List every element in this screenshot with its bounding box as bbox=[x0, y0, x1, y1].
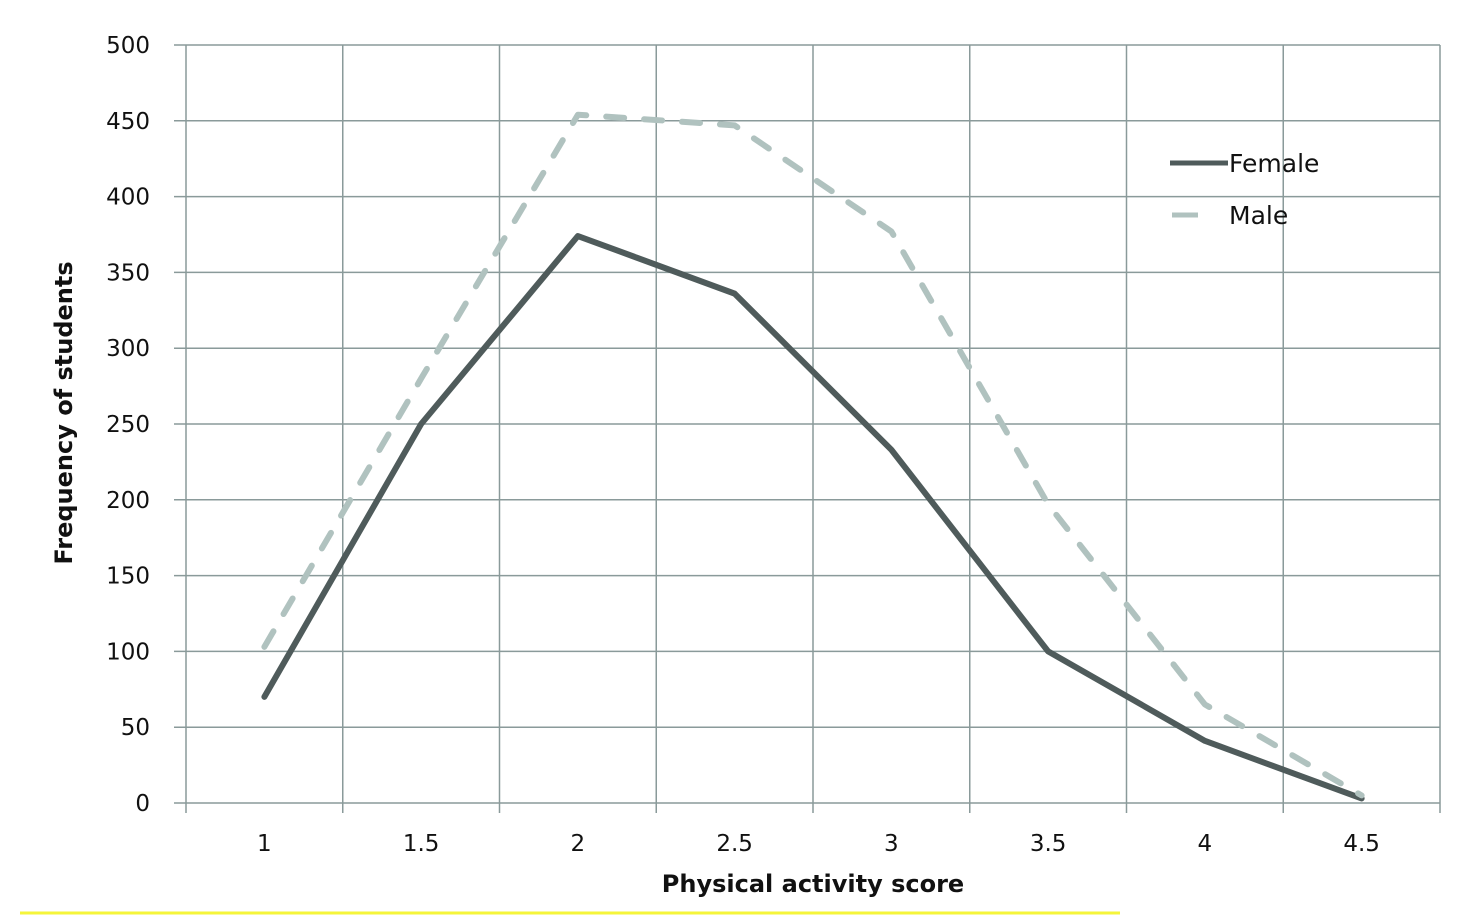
y-tick-label: 50 bbox=[121, 715, 150, 741]
y-tick-label: 300 bbox=[106, 336, 150, 362]
series-line-female bbox=[261, 233, 1365, 802]
y-tick-label: 100 bbox=[106, 639, 150, 665]
y-tick-label: 0 bbox=[135, 791, 150, 817]
x-axis-label: Physical activity score bbox=[662, 870, 964, 898]
legend: Female Male bbox=[1170, 149, 1319, 230]
legend-label-female: Female bbox=[1229, 149, 1319, 178]
y-tick-label: 150 bbox=[106, 564, 150, 590]
y-tick-label: 400 bbox=[106, 185, 150, 211]
series-line-male bbox=[261, 111, 1365, 799]
x-tick-label: 4.5 bbox=[1343, 831, 1380, 857]
y-tick-label: 350 bbox=[106, 260, 150, 286]
grid bbox=[174, 44, 1441, 813]
x-tick-label: 4 bbox=[1198, 831, 1213, 857]
y-tick-labels: 0 50 100 150 200 250 300 350 400 450 500 bbox=[106, 33, 150, 817]
legend-label-male: Male bbox=[1229, 201, 1288, 230]
x-tick-label: 1 bbox=[257, 831, 272, 857]
y-tick-label: 450 bbox=[106, 109, 150, 135]
y-tick-label: 200 bbox=[106, 488, 150, 514]
series-lines bbox=[261, 111, 1365, 802]
y-axis-label: Frequency of students bbox=[50, 261, 78, 564]
x-tick-label: 2 bbox=[571, 831, 586, 857]
x-tick-labels: 1 1.5 2 2.5 3 3.5 4 4.5 bbox=[257, 831, 1380, 857]
y-tick-label: 250 bbox=[106, 412, 150, 438]
x-tick-label: 3 bbox=[884, 831, 899, 857]
y-tick-label: 500 bbox=[106, 33, 150, 59]
x-tick-label: 2.5 bbox=[716, 831, 753, 857]
x-tick-label: 1.5 bbox=[403, 831, 440, 857]
x-tick-label: 3.5 bbox=[1030, 831, 1067, 857]
